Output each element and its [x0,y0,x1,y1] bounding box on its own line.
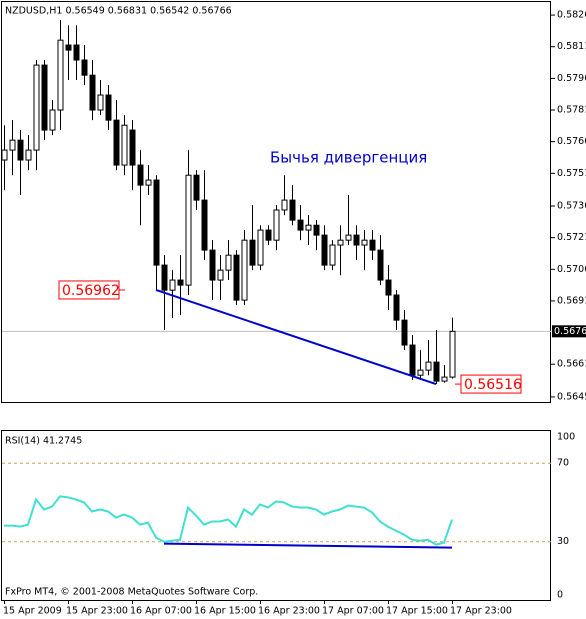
candle-body [257,229,264,266]
rsi-title: RSI(14) 41.2745 [5,436,82,447]
rsi-scale-min: 0 [557,590,563,601]
candle-body [73,44,80,61]
y-tick-label: 0.56910 [557,295,586,306]
y-tick-label: 0.57665 [557,136,586,147]
candle-body [1,149,8,161]
candle-body [281,199,288,211]
candle-body [25,149,32,161]
y-tick-label: 0.57210 [557,232,586,243]
main-panel [1,1,551,403]
candle-body [33,64,40,151]
candle-body [113,119,120,166]
candle-body [241,239,248,301]
y-tick-label: 0.57815 [557,105,586,116]
candle-body [169,279,176,291]
y-tick-label: 0.57515 [557,168,586,179]
y-tick-label: 0.57965 [557,73,586,84]
candle-body [433,361,440,382]
candle-body [65,44,72,51]
y-tick-label: 0.56455 [557,391,586,402]
y-tick-label: 0.58115 [557,41,586,52]
candle-body [81,59,88,76]
rsi-trendline [163,542,453,549]
candle-body [233,254,240,301]
candle-body [177,279,184,286]
price-label: 0.56962 [62,283,120,299]
candle-body [449,330,456,378]
candle-body [289,199,296,221]
rsi-panel [1,430,551,601]
candle-body [201,199,208,251]
y-tick-label: 0.57360 [557,201,586,212]
candle-body [273,209,280,241]
candle-body [409,344,416,376]
candle-body [137,164,144,186]
y-tick-label: 0.57060 [557,264,586,275]
candle-body [329,244,336,266]
price-label-box [460,374,522,394]
x-tick-label: 15 Apr 2009 [3,606,62,617]
current-price-box [552,325,586,338]
candle-body [297,219,304,231]
candle-body [193,174,200,201]
candle-body [153,179,160,266]
candle-body [361,239,368,246]
x-tick-label: 17 Apr 07:00 [322,606,384,617]
candle-body [353,234,360,246]
x-tick-label: 15 Apr 23:00 [66,606,128,617]
candle-body [49,109,56,131]
candle-body [425,361,432,371]
candle-body [393,294,400,321]
candle-body [97,94,104,111]
candle-body [385,279,392,296]
rsi-tick-label: 30 [557,536,569,547]
rsi-tick-label: 70 [557,458,569,469]
candle-body [217,269,224,281]
candle-body [401,319,408,346]
x-tick-label: 17 Apr 15:00 [386,606,448,617]
candle-body [105,94,112,121]
x-tick-label: 16 Apr 15:00 [194,606,256,617]
annotation: Бычья дивергенция [270,149,427,167]
candle-body [377,249,384,281]
candle-body [17,139,24,161]
candle-body [57,39,64,111]
candle-body [121,124,128,166]
x-tick-label: 16 Apr 23:00 [258,606,320,617]
candle-body [305,224,312,231]
candle-body [249,239,256,266]
candle-body [161,264,168,291]
candle-body [313,224,320,236]
chart-title: NZDUSD,H1 0.56549 0.56831 0.56542 0.5676… [5,6,232,17]
candle-body [337,239,344,246]
candle-body [265,229,272,241]
candle-body [145,179,152,186]
x-tick-label: 17 Apr 23:00 [450,606,512,617]
footer: FxPro MT4, © 2001-2008 MetaQuotes Softwa… [5,587,258,598]
candle-body [41,64,48,131]
y-tick-label: 0.58265 [557,10,586,21]
x-tick-label: 16 Apr 07:00 [130,606,192,617]
rsi-scale-max: 100 [557,432,575,443]
rsi-line [4,495,453,546]
candle-body [369,239,376,251]
trendline [155,289,437,386]
candle-body [225,254,232,271]
y-tick-label: 0.56610 [557,359,586,370]
candle-body [441,376,448,382]
candle-body [185,174,192,286]
candle-body [89,74,96,111]
candle-body [129,129,136,166]
candle-body [417,369,424,376]
current-price-label: 0.56766 [554,326,586,337]
candle-body [345,234,352,241]
candle-body [321,234,328,266]
price-label: 0.56516 [464,377,522,393]
candle-body [9,139,16,151]
price-label-box [58,280,120,300]
candle-body [209,249,216,281]
